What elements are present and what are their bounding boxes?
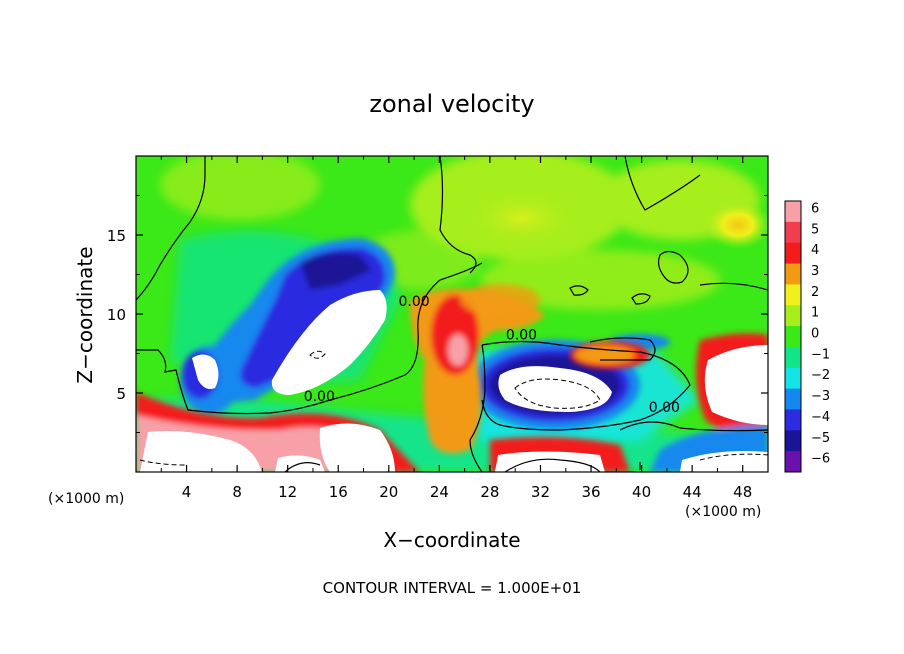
colorbar-swatch bbox=[785, 201, 801, 223]
y-tick-label: 10 bbox=[107, 306, 126, 324]
colorbar-swatch bbox=[785, 221, 801, 244]
colorbar-swatch bbox=[785, 430, 801, 452]
velocity-field: 0.00 0.00 0.00 0.00 bbox=[136, 156, 768, 472]
colorbar-tick-label: −3 bbox=[811, 389, 830, 404]
x-tick-label: 32 bbox=[531, 483, 550, 501]
colorbar-swatch bbox=[785, 451, 801, 473]
colorbar-swatch bbox=[785, 305, 801, 327]
x-tick-label: 24 bbox=[430, 483, 449, 501]
x-unit-right: (×1000 m) bbox=[685, 504, 761, 520]
x-tick-label: 40 bbox=[632, 483, 651, 501]
x-tick-label: 20 bbox=[379, 483, 398, 501]
contour-label: 0.00 bbox=[398, 294, 429, 310]
colorbar-swatch bbox=[785, 346, 801, 369]
colorbar: 6 5 4 3 2 1 0 −1 −2 −3 −4 −5 −6 bbox=[784, 200, 830, 473]
colorbar-swatch bbox=[785, 242, 801, 265]
colorbar-tick-label: −5 bbox=[811, 431, 830, 446]
colorbar-tick-label: −6 bbox=[811, 452, 830, 467]
colorbar-tick-label: 0 bbox=[811, 327, 819, 342]
colorbar-swatch bbox=[785, 367, 801, 390]
colorbar-swatch bbox=[785, 326, 801, 348]
colorbar-swatch bbox=[785, 284, 801, 306]
x-axis-label: X−coordinate bbox=[383, 528, 520, 552]
colorbar-tick-label: 3 bbox=[811, 264, 819, 279]
colorbar-tick-label: −4 bbox=[811, 410, 830, 425]
colorbar-tick-label: 6 bbox=[811, 201, 819, 216]
colorbar-swatch bbox=[785, 409, 801, 431]
colorbar-tick-label: 5 bbox=[811, 222, 819, 237]
x-tick-label: 12 bbox=[278, 483, 297, 501]
x-tick-label: 44 bbox=[683, 483, 702, 501]
colorbar-tick-label: −2 bbox=[811, 368, 830, 383]
y-axis-label: Z−coordinate bbox=[73, 246, 97, 383]
x-tick-label: 16 bbox=[329, 483, 348, 501]
x-tick-label: 8 bbox=[232, 483, 242, 501]
colorbar-tick-label: 2 bbox=[811, 285, 819, 300]
contour-label: 0.00 bbox=[506, 327, 537, 343]
colorbar-tick-label: 1 bbox=[811, 306, 819, 321]
x-tick-label: 28 bbox=[480, 483, 499, 501]
contour-label: 0.00 bbox=[304, 389, 335, 405]
contour-interval-note: CONTOUR INTERVAL = 1.000E+01 bbox=[323, 579, 582, 597]
x-axis-ticks: 4 8 12 16 20 24 28 32 36 40 44 48 bbox=[160, 156, 752, 501]
contour-label: 0.00 bbox=[649, 400, 680, 416]
y-tick-label: 15 bbox=[107, 227, 126, 245]
colorbar-tick-label: 4 bbox=[811, 243, 819, 258]
colorbar-frame bbox=[784, 200, 802, 473]
colorbar-swatch bbox=[785, 388, 801, 410]
chart-title: zonal velocity bbox=[369, 90, 534, 118]
x-unit-left: (×1000 m) bbox=[48, 491, 124, 507]
y-axis-ticks: 5 10 15 bbox=[107, 195, 768, 433]
x-tick-label: 4 bbox=[182, 483, 192, 501]
y-tick-label: 5 bbox=[116, 385, 126, 403]
colorbar-swatch bbox=[785, 263, 801, 285]
colorbar-tick-label: −1 bbox=[811, 347, 830, 362]
x-tick-label: 48 bbox=[733, 483, 752, 501]
x-tick-label: 36 bbox=[581, 483, 600, 501]
